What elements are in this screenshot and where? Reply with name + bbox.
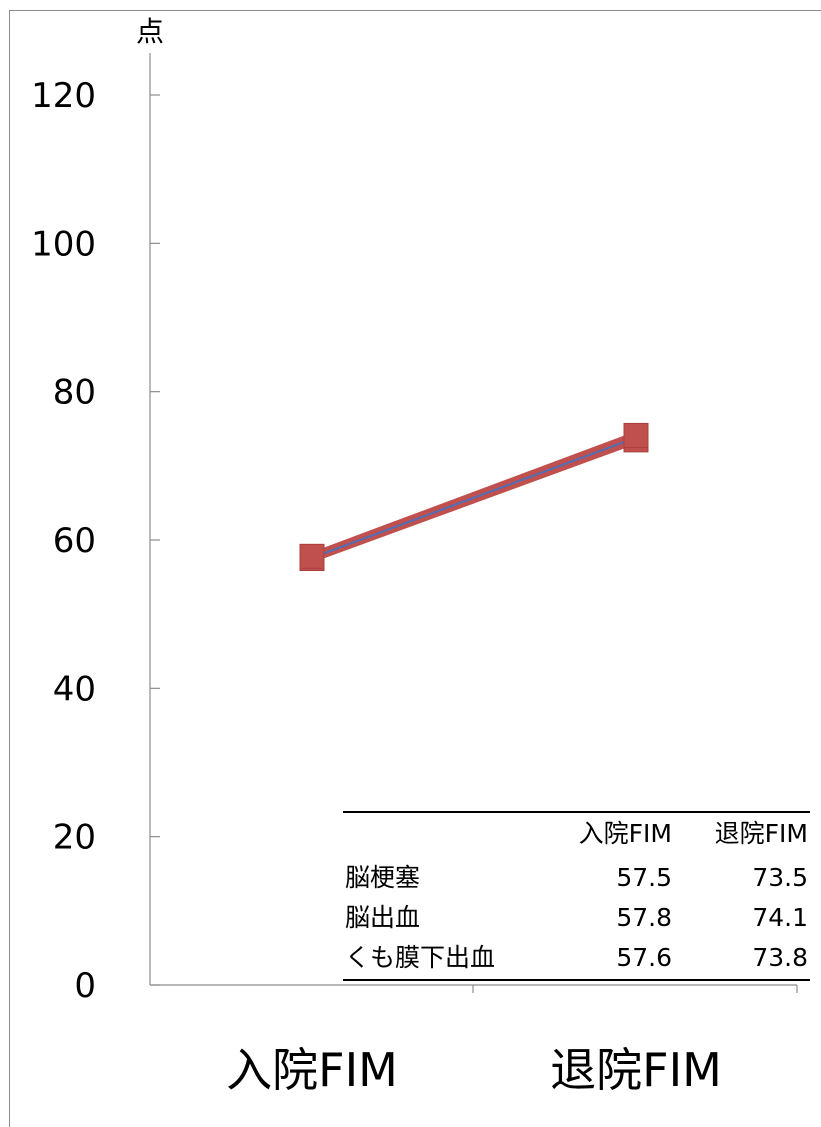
table-cell-admission: 57.6 xyxy=(616,943,672,972)
data-table: 入院FIM 退院FIM 脳梗塞 57.5 73.5 脳出血 57.8 74.1 … xyxy=(343,811,810,981)
table-cell-discharge: 73.8 xyxy=(752,943,808,972)
table-cell-admission: 57.5 xyxy=(616,863,672,892)
y-tick-label: 20 xyxy=(53,818,96,858)
table-cell-discharge: 73.5 xyxy=(752,863,808,892)
table-row-label: 脳出血 xyxy=(345,903,420,932)
y-tick-label: 0 xyxy=(74,966,96,1006)
y-tick-label: 120 xyxy=(31,76,96,116)
y-tick-label: 40 xyxy=(53,669,96,709)
table-cell-admission: 57.8 xyxy=(616,903,672,932)
table-header-discharge: 退院FIM xyxy=(715,819,808,848)
y-ticks: 0 20 40 60 80 100 120 xyxy=(31,76,160,1006)
table-row-label: 脳梗塞 xyxy=(345,863,420,892)
x-category-label-admission: 入院FIM xyxy=(226,1043,398,1097)
y-tick-label: 100 xyxy=(31,224,96,264)
table-cell-discharge: 74.1 xyxy=(752,903,808,932)
x-category-label-discharge: 退院FIM xyxy=(550,1043,722,1097)
series-line xyxy=(311,436,637,559)
y-axis-unit: 点 xyxy=(136,15,164,48)
chart-frame xyxy=(9,10,821,1127)
table-header-admission: 入院FIM xyxy=(579,819,672,848)
data-point-marker xyxy=(299,543,325,569)
table-row-label: くも膜下出血 xyxy=(345,943,495,972)
series-line xyxy=(308,431,640,561)
y-tick-label: 60 xyxy=(53,521,96,561)
series-layer xyxy=(299,422,649,572)
data-point-marker xyxy=(623,422,649,448)
y-tick-label: 80 xyxy=(53,373,96,413)
